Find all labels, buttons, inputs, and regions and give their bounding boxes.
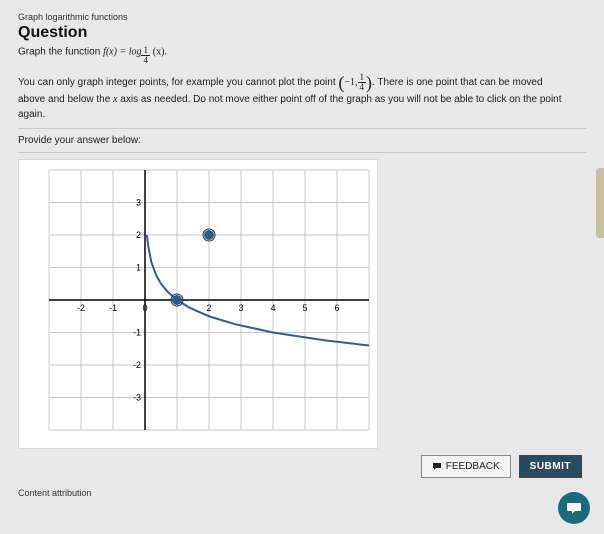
- svg-text:-3: -3: [133, 393, 141, 403]
- submit-label: SUBMIT: [530, 461, 571, 472]
- svg-text:-2: -2: [133, 360, 141, 370]
- svg-text:1: 1: [136, 263, 141, 273]
- svg-text:4: 4: [270, 303, 275, 313]
- prompt-arg: (x).: [153, 47, 167, 58]
- instructions: You can only graph integer points, for e…: [18, 73, 586, 122]
- svg-text:2: 2: [206, 303, 211, 313]
- breadcrumb: Graph logarithmic functions: [18, 12, 586, 22]
- svg-text:-2: -2: [77, 303, 85, 313]
- side-tab[interactable]: [596, 168, 604, 238]
- provide-answer-label: Provide your answer below:: [18, 128, 586, 153]
- chat-icon: [566, 500, 582, 516]
- feedback-button[interactable]: FEEDBACK: [421, 455, 511, 478]
- prompt-text: Graph the function: [18, 47, 103, 58]
- feedback-label: FEEDBACK: [446, 461, 500, 472]
- comment-icon: [432, 462, 442, 472]
- svg-text:-1: -1: [109, 303, 117, 313]
- content-attribution: Content attribution: [18, 488, 586, 498]
- svg-text:-1: -1: [133, 328, 141, 338]
- svg-text:5: 5: [302, 303, 307, 313]
- chat-button[interactable]: [558, 492, 590, 524]
- prompt: Graph the function f(x) = log14 (x).: [18, 46, 586, 65]
- svg-text:0: 0: [142, 303, 147, 313]
- svg-text:2: 2: [136, 230, 141, 240]
- svg-text:3: 3: [136, 198, 141, 208]
- submit-button[interactable]: SUBMIT: [519, 455, 582, 478]
- svg-text:3: 3: [238, 303, 243, 313]
- graph-canvas[interactable]: -2 -1 0 2 3 4 5 6 -3 -2 -1 1 2 3: [18, 159, 378, 449]
- page-title: Question: [18, 24, 586, 42]
- log-chart[interactable]: -2 -1 0 2 3 4 5 6 -3 -2 -1 1 2 3: [19, 160, 379, 450]
- prompt-fx: f(x) = log: [103, 47, 141, 58]
- svg-text:6: 6: [334, 303, 339, 313]
